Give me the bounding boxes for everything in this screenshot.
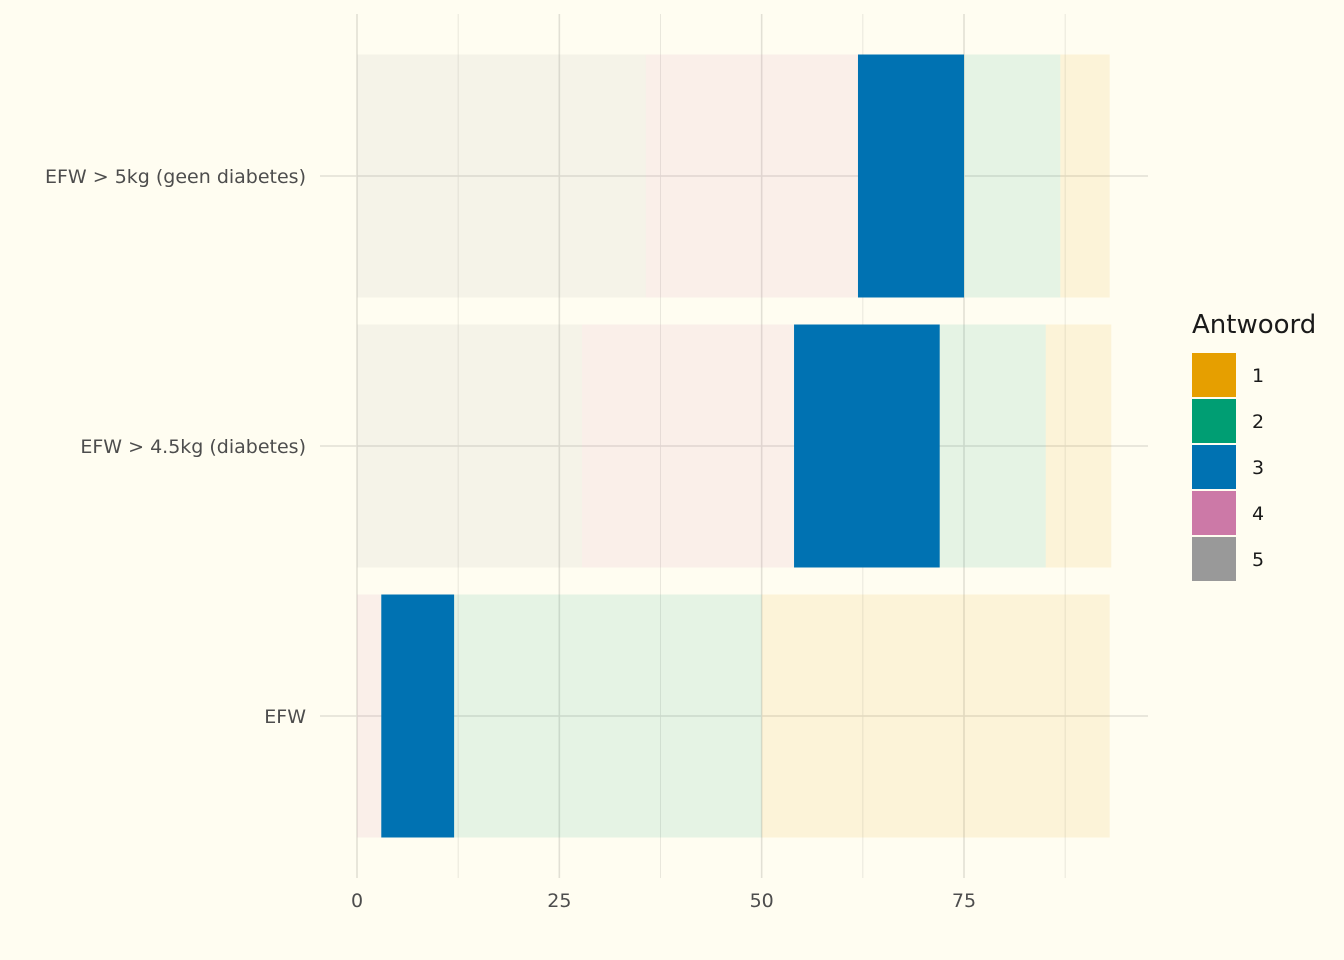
legend-title: Antwoord [1192, 310, 1316, 340]
legend-label: 3 [1252, 457, 1264, 479]
legend-swatch-3 [1192, 445, 1236, 489]
legend-swatch-2 [1192, 399, 1236, 443]
bar-segment-3 [794, 324, 940, 568]
bar-segment-3 [381, 594, 455, 838]
legend-swatch-5 [1192, 537, 1236, 581]
bar-segment-2 [964, 54, 1061, 298]
bar-segment-1 [1060, 54, 1110, 298]
y-tick-label: EFW > 4.5kg (diabetes) [80, 436, 306, 458]
bar-segment-5 [357, 324, 582, 568]
legend-label: 4 [1252, 503, 1264, 525]
bar-segment-1 [1045, 324, 1112, 568]
x-tick-label: 50 [750, 890, 774, 912]
bar-segment-3 [857, 54, 964, 298]
legend-items: 1 2 3 4 5 [1192, 353, 1264, 581]
bars [357, 54, 1112, 838]
y-axis-tick-labels: EFW > 5kg (geen diabetes) EFW > 4.5kg (di… [45, 166, 306, 728]
legend: Antwoord 1 2 3 4 5 [1192, 310, 1316, 581]
x-tick-label: 25 [547, 890, 571, 912]
legend-swatch-4 [1192, 491, 1236, 535]
bar-segment-1 [761, 594, 1110, 838]
bar-segment-4 [645, 54, 858, 298]
bar-segment-4 [357, 594, 382, 838]
legend-label: 2 [1252, 411, 1264, 433]
y-tick-label: EFW > 5kg (geen diabetes) [45, 166, 306, 188]
bar-segment-4 [581, 324, 795, 568]
legend-label: 5 [1252, 549, 1264, 571]
bar-segment-2 [454, 594, 762, 838]
legend-label: 1 [1252, 365, 1264, 387]
x-tick-label: 0 [351, 890, 363, 912]
bar-segment-2 [939, 324, 1046, 568]
bar-segment-5 [357, 54, 646, 298]
x-axis-tick-labels: 0 25 50 75 [351, 890, 976, 912]
legend-swatch-1 [1192, 353, 1236, 397]
y-tick-label: EFW [264, 706, 306, 728]
x-tick-label: 75 [952, 890, 976, 912]
